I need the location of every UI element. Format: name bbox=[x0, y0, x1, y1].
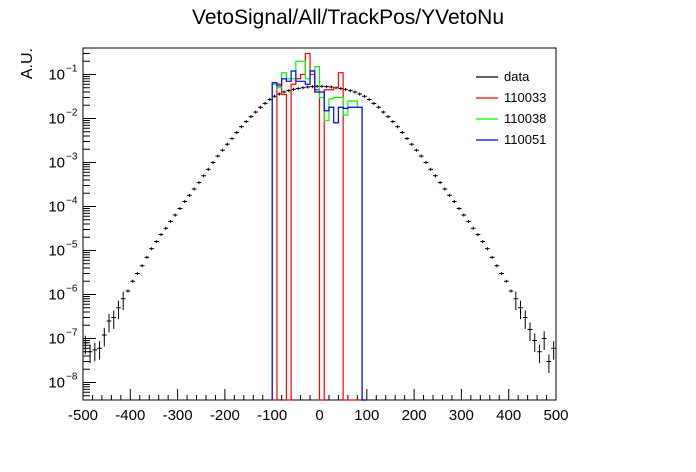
series-110033 bbox=[272, 52, 367, 401]
y-tick-exponent: −1 bbox=[66, 63, 78, 74]
y-tick-label: 10 bbox=[48, 330, 65, 347]
y-tick-exponent: −8 bbox=[66, 371, 78, 382]
histogram-line bbox=[272, 52, 367, 401]
x-tick-label: -100 bbox=[257, 407, 287, 424]
legend: data 110033 110038 110051 bbox=[476, 69, 546, 147]
series-data bbox=[83, 84, 556, 373]
x-tick-label: 200 bbox=[402, 407, 427, 424]
x-tick-label: 500 bbox=[543, 407, 568, 424]
x-tick-label: 300 bbox=[449, 407, 474, 424]
y-tick-label: 10 bbox=[48, 198, 65, 215]
y-tick-label: 10 bbox=[48, 286, 65, 303]
y-tick-exponent: −7 bbox=[66, 327, 78, 338]
series-110051 bbox=[271, 70, 367, 401]
y-tick-exponent: −6 bbox=[66, 283, 78, 294]
x-tick-label: -300 bbox=[163, 407, 193, 424]
series-110038 bbox=[271, 60, 367, 401]
y-tick-label: 10 bbox=[48, 242, 65, 259]
x-tick-label: -200 bbox=[210, 407, 240, 424]
histogram-line bbox=[271, 70, 367, 401]
legend-entry: 110051 bbox=[504, 132, 546, 147]
histogram-line bbox=[271, 60, 367, 401]
chart-title: VetoSignal/All/TrackPos/YVetoNu bbox=[192, 6, 504, 29]
x-tick-label: -500 bbox=[68, 407, 98, 424]
y-tick-exponent: −3 bbox=[66, 151, 78, 162]
y-tick-exponent: −5 bbox=[66, 239, 78, 250]
legend-entry: 110033 bbox=[504, 90, 546, 105]
x-axis: -500 -400 -300 -200 -100 0 100 200 300 400 500 bbox=[68, 389, 569, 424]
y-axis-label: A.U. bbox=[19, 48, 36, 79]
x-tick-label: 400 bbox=[496, 407, 521, 424]
y-tick-label: 10 bbox=[48, 110, 65, 127]
legend-entry: data bbox=[504, 69, 530, 84]
y-tick-exponent: −4 bbox=[66, 195, 78, 206]
y-tick-label: 10 bbox=[48, 154, 65, 171]
x-tick-label: 0 bbox=[315, 407, 323, 424]
y-axis: 10−810−710−610−510−410−310−210−1 bbox=[48, 47, 96, 401]
x-tick-label: -400 bbox=[115, 407, 145, 424]
y-tick-label: 10 bbox=[48, 374, 65, 391]
legend-entry: 110038 bbox=[504, 111, 546, 126]
x-tick-label: 100 bbox=[354, 407, 379, 424]
y-tick-exponent: −2 bbox=[66, 107, 78, 118]
y-tick-label: 10 bbox=[48, 66, 65, 83]
